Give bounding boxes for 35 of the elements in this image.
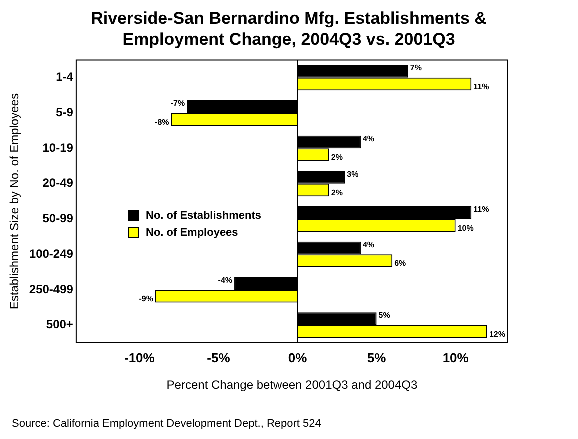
y-tick-label: 20-49 — [42, 176, 74, 190]
y-tick-label: 500+ — [46, 318, 74, 332]
y-tick-label: 50-99 — [42, 212, 74, 226]
x-tick-label: -10% — [124, 350, 156, 366]
source-note: Source: California Employment Development Dept., Report 524 — [12, 418, 322, 430]
data-label: 7% — [410, 64, 422, 73]
y-tick-label: 100-249 — [29, 246, 74, 261]
data-label: 11% — [474, 82, 490, 92]
x-tick-label: 5% — [367, 350, 387, 366]
data-label: -9% — [139, 294, 154, 304]
data-label: 3% — [347, 170, 359, 179]
data-label: 4% — [362, 240, 375, 250]
y-tick-label: 10-19 — [42, 140, 74, 155]
data-label: 2% — [331, 153, 343, 162]
y-axis-title: Establishment Size by No. of Employees — [8, 94, 22, 310]
data-label: 6% — [394, 259, 406, 268]
x-tick-label: 0% — [288, 350, 308, 366]
data-label: 10% — [458, 224, 474, 233]
data-label: -4% — [218, 276, 233, 285]
data-label: 5% — [378, 311, 390, 320]
x-tick-label: -5% — [207, 350, 231, 366]
data-label: 11% — [474, 205, 490, 214]
y-tick-label: 250-499 — [29, 282, 74, 296]
y-tick-label: 1-4 — [56, 70, 74, 84]
data-label: 12% — [489, 330, 506, 339]
legend-label: No. of Establishments — [146, 210, 262, 222]
data-label: -7% — [170, 99, 186, 108]
x-axis-title: Percent Change between 2001Q3 and 2004Q3 — [166, 378, 418, 392]
y-tick-label: 5-9 — [56, 106, 74, 120]
legend-label: No. of Employees — [146, 226, 238, 238]
x-tick-label: 10% — [442, 350, 470, 366]
data-label: 4% — [362, 134, 375, 144]
chart-title: Riverside-San Bernardino Mfg. Establishments & Employment Change, 2004Q3 vs. 2001Q3 — [90, 8, 488, 50]
data-label: 2% — [331, 188, 343, 198]
data-label: -8% — [155, 118, 170, 127]
